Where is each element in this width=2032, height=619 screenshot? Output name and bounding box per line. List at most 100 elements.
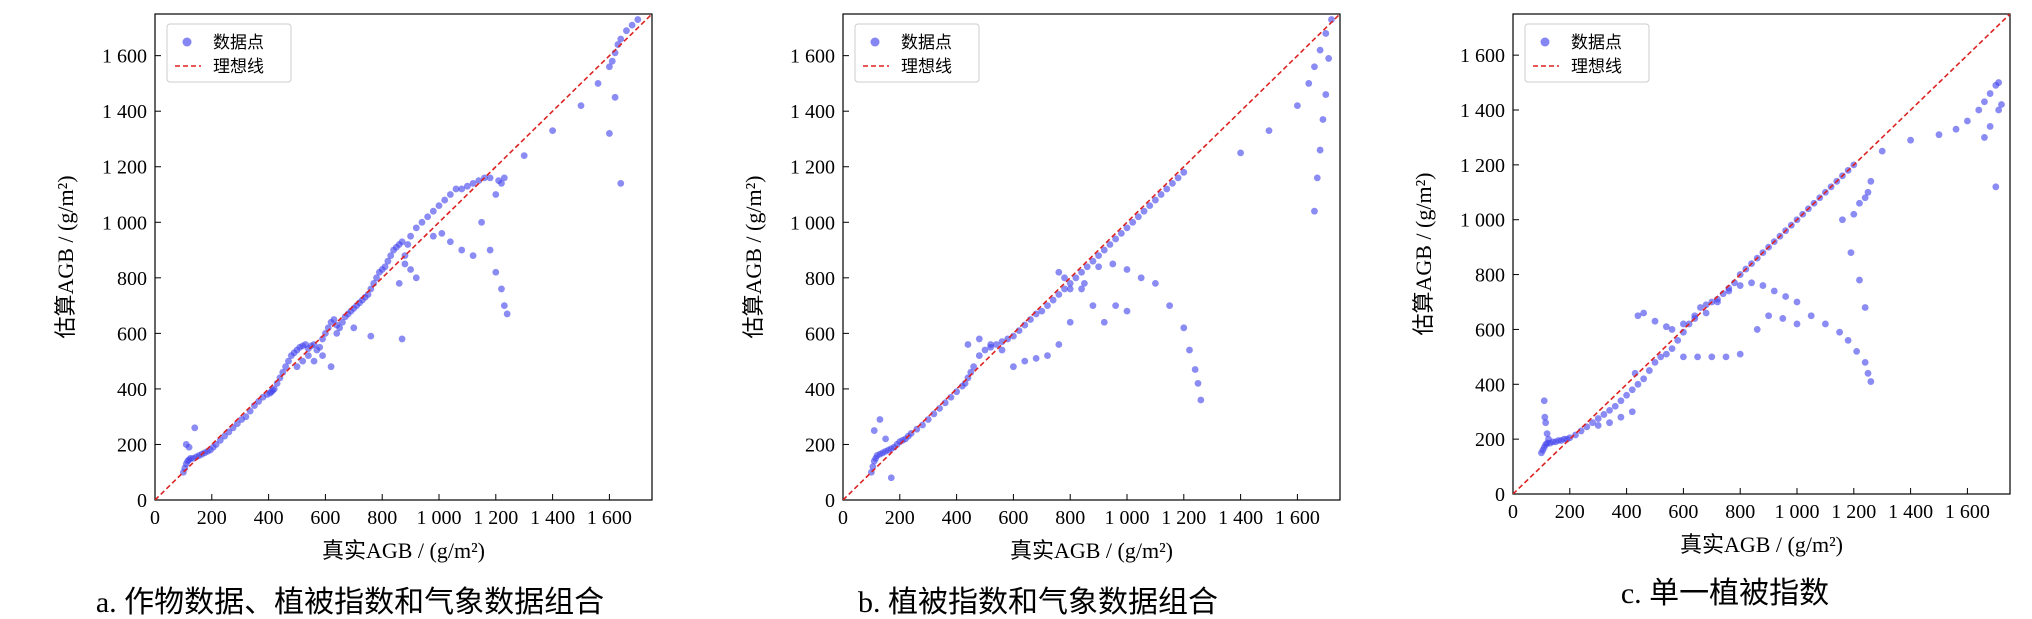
- data-point: [285, 357, 292, 365]
- data-point: [1191, 366, 1199, 373]
- y-tick-label: 1 600: [790, 46, 835, 68]
- data-point: [418, 218, 426, 226]
- data-point: [429, 207, 437, 215]
- data-point: [1545, 435, 1552, 443]
- data-point: [401, 260, 409, 268]
- data-point: [876, 416, 884, 423]
- x-tick-label: 1 400: [1218, 507, 1263, 529]
- data-point: [1645, 367, 1653, 374]
- data-point: [1617, 413, 1625, 421]
- data-point: [936, 404, 943, 412]
- data-point: [1856, 276, 1863, 284]
- data-point: [1628, 408, 1636, 416]
- data-point: [1807, 312, 1815, 320]
- data-point: [1634, 380, 1642, 388]
- data-point: [1759, 282, 1767, 289]
- data-point: [1864, 369, 1872, 377]
- data-point: [628, 21, 636, 29]
- data-point: [1674, 337, 1682, 344]
- data-point: [1061, 274, 1068, 282]
- data-point: [429, 232, 437, 240]
- data-point: [887, 474, 895, 482]
- data-point: [270, 385, 278, 393]
- data-point: [1180, 324, 1188, 332]
- plot-area: [843, 14, 1340, 500]
- data-point: [1152, 279, 1159, 287]
- x-tick-label: 1 600: [1275, 507, 1320, 529]
- y-tick-label: 400: [805, 379, 835, 401]
- data-point: [992, 341, 1000, 348]
- data-point: [373, 274, 380, 282]
- x-tick-label: 1 200: [1831, 501, 1876, 523]
- data-point: [1765, 312, 1772, 320]
- x-tick-label: 600: [998, 507, 1028, 529]
- data-point: [549, 127, 556, 135]
- data-point: [1169, 180, 1176, 187]
- data-point: [1540, 397, 1548, 405]
- data-point: [1117, 229, 1125, 237]
- y-tick-label: 400: [117, 379, 147, 401]
- y-axis-label: 估算AGB / (g/m²): [53, 175, 78, 338]
- data-point: [1836, 328, 1843, 336]
- panel-caption: a. 作物数据、植被指数和气象数据组合: [96, 586, 604, 619]
- data-point: [1981, 134, 1988, 141]
- data-point: [1861, 194, 1869, 202]
- data-point: [1694, 353, 1701, 361]
- y-tick-label: 1 000: [102, 212, 147, 234]
- data-point: [1662, 350, 1670, 358]
- legend-box: [854, 23, 980, 83]
- data-point: [319, 352, 326, 359]
- y-tick-label: 0: [1495, 484, 1505, 506]
- data-point: [1736, 282, 1744, 289]
- data-point: [1010, 363, 1017, 371]
- x-tick-label: 400: [942, 507, 972, 529]
- x-axis-label: 真实AGB / (g/m²): [1680, 532, 1843, 557]
- data-point: [1822, 320, 1829, 328]
- legend-marker-points: [1540, 37, 1550, 47]
- plot-area: [155, 14, 652, 500]
- legend-label-points: 数据点: [213, 33, 264, 52]
- data-point: [1981, 98, 1988, 106]
- data-point: [350, 324, 358, 332]
- data-point: [1137, 274, 1145, 282]
- data-point: [1986, 90, 1994, 97]
- y-tick-label: 1 200: [790, 157, 835, 179]
- data-point: [364, 291, 372, 298]
- y-tick-label: 1 200: [1460, 155, 1505, 177]
- data-point: [1847, 249, 1855, 257]
- panel-caption: b. 植被指数和气象数据组合: [858, 586, 1218, 619]
- data-point: [1839, 216, 1846, 224]
- data-point: [1952, 125, 1960, 133]
- x-tick-label: 1 000: [1105, 507, 1150, 529]
- y-tick-label: 1 600: [102, 46, 147, 68]
- data-point: [1998, 101, 2005, 108]
- legend-marker-points: [870, 37, 880, 47]
- data-point: [412, 274, 420, 282]
- x-tick-label: 1 600: [1945, 501, 1990, 523]
- x-tick-label: 0: [1508, 501, 1518, 523]
- data-point: [255, 398, 263, 405]
- data-point: [882, 435, 889, 443]
- data-point: [1736, 350, 1744, 358]
- x-tick-label: 1 400: [530, 507, 575, 529]
- data-point: [1166, 302, 1173, 309]
- data-point: [407, 266, 414, 273]
- data-point: [1722, 353, 1730, 361]
- data-point: [1793, 298, 1801, 306]
- x-tick-label: 1 200: [1161, 507, 1206, 529]
- data-point: [1542, 419, 1550, 427]
- x-tick-label: 0: [150, 507, 160, 529]
- data-point: [1995, 79, 2003, 86]
- y-tick-label: 400: [1475, 374, 1505, 396]
- data-point: [1152, 196, 1159, 204]
- data-point: [1109, 260, 1117, 268]
- data-point: [452, 185, 460, 193]
- data-point: [1606, 406, 1613, 414]
- data-point: [1044, 302, 1051, 309]
- plot-area: [1513, 14, 2010, 494]
- data-point: [1106, 241, 1114, 248]
- data-point: [1319, 116, 1327, 123]
- x-tick-label: 400: [1612, 501, 1642, 523]
- data-point: [520, 152, 528, 160]
- data-point: [242, 413, 250, 421]
